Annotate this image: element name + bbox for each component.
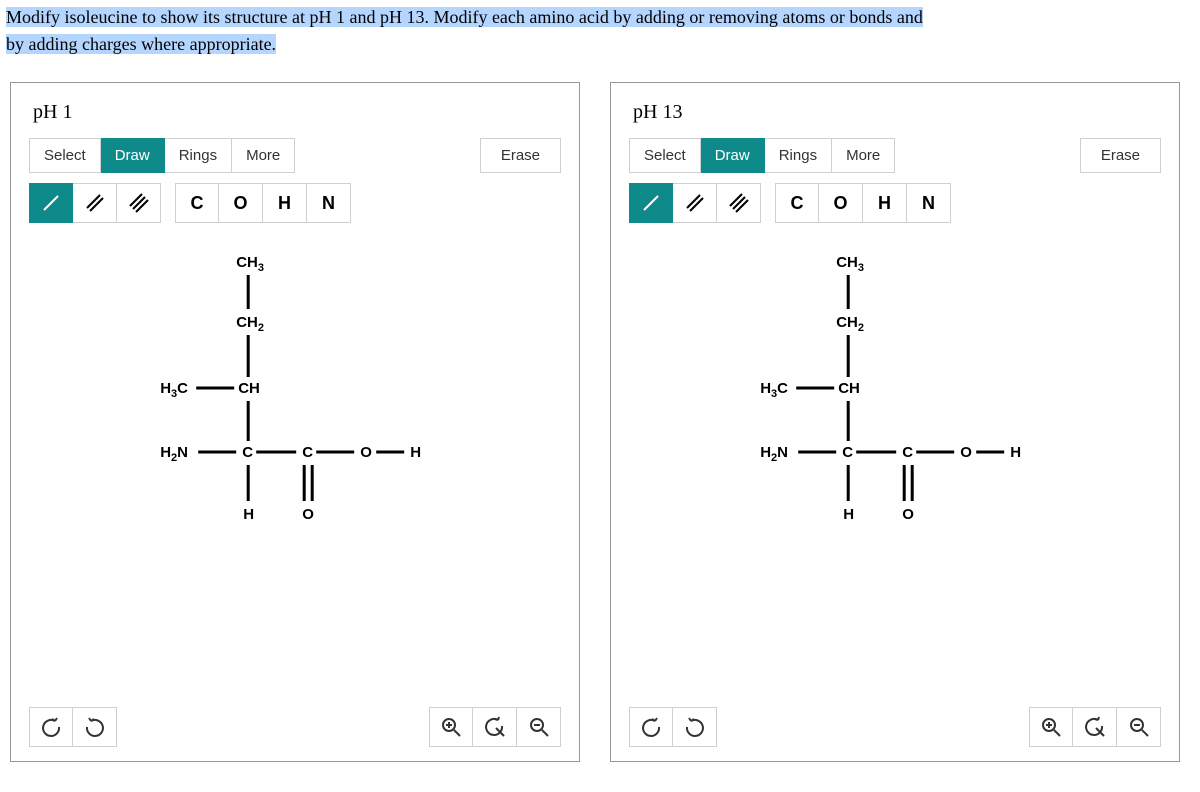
svg-text:O: O xyxy=(960,444,972,461)
zoom-in-button[interactable] xyxy=(429,707,473,747)
tab-select[interactable]: Select xyxy=(629,138,701,173)
svg-text:CH2: CH2 xyxy=(236,314,264,334)
double-bond-icon xyxy=(683,191,707,215)
zoom-out-button[interactable] xyxy=(1117,707,1161,747)
redo-button[interactable] xyxy=(73,707,117,747)
atom-o-button[interactable]: O xyxy=(219,183,263,223)
svg-text:CH: CH xyxy=(838,380,860,397)
redo-icon xyxy=(684,716,706,738)
panel-title: pH 13 xyxy=(611,83,1179,138)
single-bond-button[interactable] xyxy=(629,183,673,223)
question-line2: by adding charges where appropriate. xyxy=(6,34,276,54)
redo-icon xyxy=(84,716,106,738)
zoom-in-icon xyxy=(440,716,462,738)
zoom-reset-button[interactable] xyxy=(473,707,517,747)
svg-text:C: C xyxy=(842,444,853,461)
undo-button[interactable] xyxy=(629,707,673,747)
question-text: Modify isoleucine to show its structure … xyxy=(0,0,1200,62)
single-bond-button[interactable] xyxy=(29,183,73,223)
mode-toolbar: Select Draw Rings More Erase xyxy=(11,138,579,173)
single-bond-icon xyxy=(639,191,663,215)
svg-text:H: H xyxy=(1010,444,1021,461)
panels-container: pH 1 Select Draw Rings More Erase xyxy=(0,62,1200,782)
tab-draw[interactable]: Draw xyxy=(101,138,165,173)
atom-h-button[interactable]: H xyxy=(863,183,907,223)
mode-toolbar: Select Draw Rings More Erase xyxy=(611,138,1179,173)
svg-text:H: H xyxy=(410,444,421,461)
atom-c-button[interactable]: C xyxy=(175,183,219,223)
svg-text:CH: CH xyxy=(238,380,260,397)
panel-title: pH 1 xyxy=(11,83,579,138)
erase-button[interactable]: Erase xyxy=(1080,138,1161,173)
zoom-out-icon xyxy=(1128,716,1150,738)
zoom-out-button[interactable] xyxy=(517,707,561,747)
double-bond-button[interactable] xyxy=(673,183,717,223)
atom-c-button[interactable]: C xyxy=(775,183,819,223)
svg-text:C: C xyxy=(902,444,913,461)
drawing-canvas[interactable]: CH3 CH2 H3C CH H2N C C O H H xyxy=(611,233,1179,761)
atom-h-button[interactable]: H xyxy=(263,183,307,223)
tool-row: C O H N xyxy=(611,183,1179,223)
double-bond-icon xyxy=(83,191,107,215)
molecule-structure: CH3 CH2 H3C CH H2N C C O H xyxy=(86,243,446,573)
undo-icon xyxy=(640,716,662,738)
panel-ph1: pH 1 Select Draw Rings More Erase xyxy=(10,82,580,762)
zoom-reset-icon xyxy=(484,716,506,738)
svg-text:O: O xyxy=(902,506,914,523)
svg-text:H2N: H2N xyxy=(160,444,188,464)
question-line1: Modify isoleucine to show its structure … xyxy=(6,7,923,27)
triple-bond-icon xyxy=(727,191,751,215)
redo-button[interactable] xyxy=(673,707,717,747)
tab-select[interactable]: Select xyxy=(29,138,101,173)
atom-o-button[interactable]: O xyxy=(819,183,863,223)
svg-text:O: O xyxy=(360,444,372,461)
tab-draw[interactable]: Draw xyxy=(701,138,765,173)
svg-text:H3C: H3C xyxy=(760,380,788,400)
single-bond-icon xyxy=(39,191,63,215)
tab-more[interactable]: More xyxy=(232,138,295,173)
bottom-toolbar xyxy=(29,707,561,747)
zoom-reset-button[interactable] xyxy=(1073,707,1117,747)
molecule-structure: CH3 CH2 H3C CH H2N C C O H H xyxy=(686,243,1046,573)
double-bond-button[interactable] xyxy=(73,183,117,223)
triple-bond-icon xyxy=(127,191,151,215)
svg-text:O: O xyxy=(302,506,314,523)
zoom-out-icon xyxy=(528,716,550,738)
drawing-canvas[interactable]: CH3 CH2 H3C CH H2N C C O H xyxy=(11,233,579,761)
svg-text:C: C xyxy=(242,444,253,461)
svg-text:H: H xyxy=(243,506,254,523)
undo-icon xyxy=(40,716,62,738)
zoom-in-icon xyxy=(1040,716,1062,738)
zoom-in-button[interactable] xyxy=(1029,707,1073,747)
triple-bond-button[interactable] xyxy=(117,183,161,223)
panel-ph13: pH 13 Select Draw Rings More Erase xyxy=(610,82,1180,762)
tab-rings[interactable]: Rings xyxy=(765,138,832,173)
svg-text:H3C: H3C xyxy=(160,380,188,400)
triple-bond-button[interactable] xyxy=(717,183,761,223)
svg-text:H: H xyxy=(843,506,854,523)
zoom-reset-icon xyxy=(1084,716,1106,738)
tool-row: C O H N xyxy=(11,183,579,223)
svg-text:CH3: CH3 xyxy=(836,254,864,274)
tab-rings[interactable]: Rings xyxy=(165,138,232,173)
erase-button[interactable]: Erase xyxy=(480,138,561,173)
svg-text:CH3: CH3 xyxy=(236,254,264,274)
svg-text:C: C xyxy=(302,444,313,461)
undo-button[interactable] xyxy=(29,707,73,747)
atom-n-button[interactable]: N xyxy=(907,183,951,223)
svg-text:CH2: CH2 xyxy=(836,314,864,334)
bottom-toolbar xyxy=(629,707,1161,747)
svg-text:H2N: H2N xyxy=(760,444,788,464)
tab-more[interactable]: More xyxy=(832,138,895,173)
atom-n-button[interactable]: N xyxy=(307,183,351,223)
